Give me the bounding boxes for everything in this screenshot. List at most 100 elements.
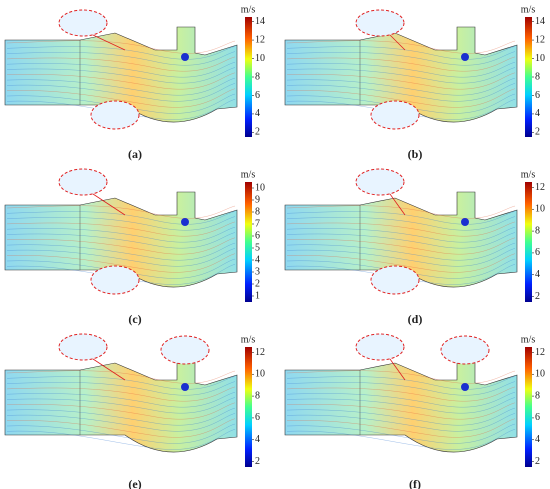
zoom-ellipse [355, 168, 405, 196]
colorbar-tick-label: 3 [255, 266, 260, 277]
streamline [6, 258, 236, 279]
streamline [6, 237, 236, 255]
streamline [6, 51, 236, 66]
streamline [6, 392, 236, 408]
streamline [6, 248, 236, 267]
colorbar [525, 182, 532, 302]
colorbar-unit: m/s [241, 4, 256, 15]
colorbar-unit: m/s [241, 169, 256, 180]
vortex [461, 218, 469, 226]
panel-label: (a) [128, 147, 142, 161]
colorbar-tick-label: 8 [535, 71, 540, 82]
streamline [6, 46, 236, 60]
streamline [6, 232, 236, 249]
colorbar-tick-label: 8 [535, 225, 540, 236]
colorbar-tick-label: 8 [255, 206, 260, 217]
colorbar [245, 347, 252, 467]
flow-domain [284, 356, 518, 453]
colorbar-tick-label: 6 [535, 90, 540, 101]
zoom-ellipse [440, 335, 490, 365]
colorbar [525, 347, 532, 467]
zoom-pointer [92, 193, 126, 216]
zoom-ellipse [160, 335, 210, 365]
colorbar-tick-label: 4 [535, 108, 540, 119]
colorbar-tick-label: 12 [535, 182, 545, 193]
streamline [286, 397, 516, 414]
streamline [286, 253, 516, 273]
zoom-ellipse [58, 9, 108, 37]
colorbar-tick-label: 10 [535, 369, 545, 380]
colorbar-tick-label: 2 [535, 456, 540, 467]
streamline [286, 99, 516, 120]
streamline [286, 205, 516, 219]
colorbar-unit: m/s [521, 169, 536, 180]
streamline [286, 381, 516, 396]
panel: m/s 2 4 6 8 10 12 (f) [284, 333, 545, 489]
colorbar-tick-label: 12 [255, 34, 265, 45]
colorbar-tick-label: 8 [255, 390, 260, 401]
colorbar-tick-label: 6 [535, 412, 540, 423]
colorbar-tick-label: 12 [535, 347, 545, 358]
streamline [286, 216, 516, 231]
streamline [6, 62, 236, 78]
colorbar-tick-label: 2 [535, 291, 540, 302]
zoom-ellipse [58, 333, 108, 361]
colorbar-tick-label: 8 [255, 71, 260, 82]
colorbar-tick-label: 1 [255, 290, 260, 301]
streamline [6, 423, 236, 444]
zoom-ellipse [90, 265, 140, 295]
streamline [6, 402, 236, 420]
streamline [6, 83, 236, 102]
streamline [6, 88, 236, 108]
streamline [6, 216, 236, 231]
streamline [286, 40, 516, 54]
zoom-pointer [389, 193, 406, 216]
streamline [6, 227, 236, 243]
colorbar-tick-label: 6 [255, 230, 260, 241]
colorbar-tick-label: 10 [535, 53, 545, 64]
colorbar-tick-label: 10 [535, 204, 545, 215]
streamline [6, 386, 236, 402]
streamline [286, 237, 516, 255]
streamline [286, 258, 516, 279]
panel-label: (c) [128, 312, 141, 326]
colorbar-tick-label: 2 [255, 127, 260, 138]
streamline [6, 221, 236, 237]
streamline [6, 381, 236, 396]
colorbar-tick-label: 10 [255, 53, 265, 64]
colorbar-tick-label: 10 [255, 182, 265, 193]
colorbar-unit: m/s [241, 334, 256, 345]
streamline [6, 407, 236, 426]
streamline [286, 46, 516, 60]
streamline [286, 77, 516, 96]
zoom-ellipse [370, 100, 420, 130]
streamline [6, 56, 236, 72]
colorbar-unit: m/s [521, 4, 536, 15]
panel: m/s 2 4 6 8 10 12 (d) [284, 168, 545, 326]
zoom-ellipse [58, 168, 108, 196]
colorbar-tick-label: 12 [255, 347, 265, 358]
streamline [286, 386, 516, 402]
colorbar-tick-label: 6 [255, 412, 260, 423]
colorbar-tick-label: 4 [535, 434, 540, 445]
vortex [181, 218, 189, 226]
colorbar-tick-label: 2 [255, 278, 260, 289]
colorbar [245, 17, 252, 137]
streamline [6, 72, 236, 90]
streamline [286, 242, 516, 261]
streamline [6, 397, 236, 414]
colorbar [245, 182, 252, 302]
colorbar-tick-label: 8 [535, 390, 540, 401]
streamline [6, 376, 236, 390]
colorbar-tick-label: 14 [255, 16, 265, 27]
colorbar-tick-label: 5 [255, 242, 260, 253]
streamline [286, 211, 516, 225]
vortex [461, 53, 469, 61]
streamline [6, 93, 236, 114]
streamline [286, 376, 516, 390]
zoom-ellipse [370, 265, 420, 295]
vortex [181, 53, 189, 61]
streamline [286, 423, 516, 444]
streamline [6, 77, 236, 96]
colorbar-tick-label: 4 [535, 269, 540, 280]
